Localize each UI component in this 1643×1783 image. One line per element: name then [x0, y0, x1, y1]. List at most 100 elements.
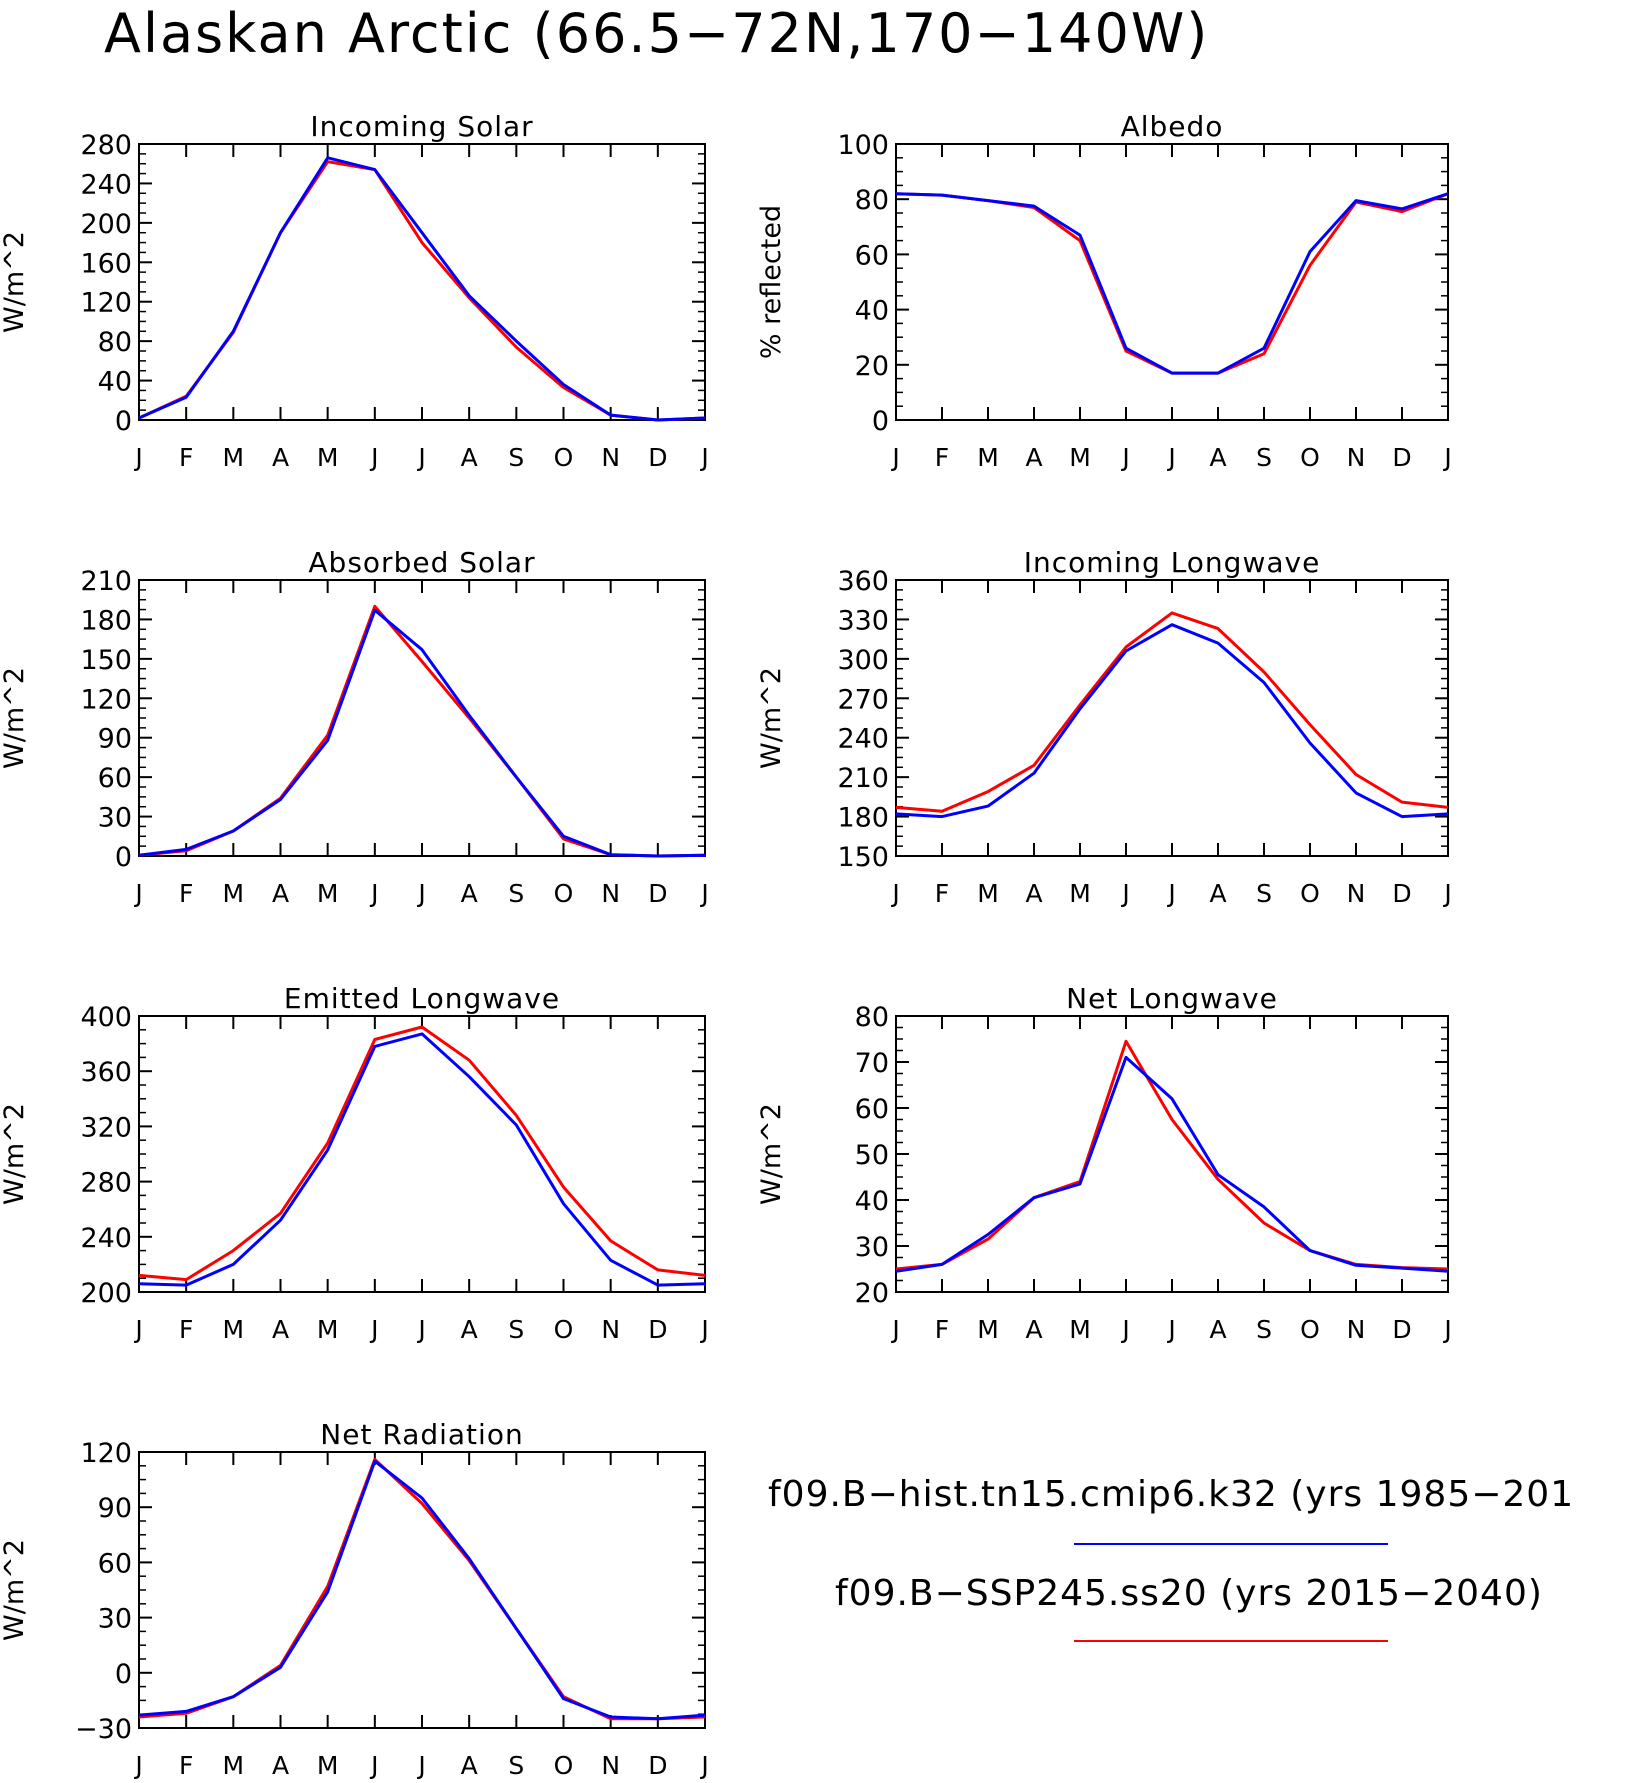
net-radiation-ylabel: W/m^2 — [0, 1539, 30, 1641]
absorbed-solar-xtick-label-sep: S — [508, 879, 524, 908]
albedo-ytick-label-0: 0 — [872, 406, 889, 437]
albedo-xtick-label-jan: J — [890, 443, 899, 472]
absorbed-solar-xtick-label-oct: O — [554, 879, 574, 908]
incoming-longwave-xtick-label-jul: J — [1166, 879, 1175, 908]
incoming-solar-title: Incoming Solar — [310, 110, 533, 143]
net-radiation-ytick-label-0: −30 — [75, 1714, 132, 1745]
albedo-xtick-label-dec: D — [1392, 443, 1411, 472]
incoming-solar-ytick-label-4: 160 — [80, 248, 132, 279]
absorbed-solar-ytick-label-3: 90 — [98, 724, 132, 755]
emitted-longwave-xtick-label-mar: M — [223, 1315, 245, 1344]
absorbed-solar-xtick-label-may: M — [317, 879, 339, 908]
emitted-longwave-ytick-label-4: 360 — [80, 1057, 132, 1088]
net-longwave-series-hist-line — [895, 1055, 1449, 1273]
incoming-solar-ytick-label-5: 200 — [80, 209, 132, 240]
incoming-longwave-ytick-label-5: 300 — [837, 645, 889, 676]
incoming-solar-xtick-label-mar: M — [223, 443, 245, 472]
incoming-longwave-title: Incoming Longwave — [1024, 546, 1321, 579]
incoming-longwave-series-ssp245-line — [895, 611, 1449, 813]
absorbed-solar-ytick-label-5: 150 — [80, 645, 132, 676]
absorbed-solar-ylabel: W/m^2 — [0, 667, 30, 769]
albedo-xtick-label-oct: O — [1300, 443, 1320, 472]
emitted-longwave-series-ssp245-line — [138, 1025, 706, 1282]
net-radiation-ytick-label-4: 90 — [98, 1493, 132, 1524]
net-longwave-ytick-label-2: 40 — [855, 1186, 889, 1217]
net-longwave-frame — [895, 1015, 1449, 1293]
incoming-solar-xtick-label-jan: J — [133, 443, 142, 472]
incoming-longwave-ytick-label-0: 150 — [837, 842, 889, 873]
net-radiation-xtick-label-nov: N — [601, 1751, 620, 1780]
absorbed-solar-ytick-label-1: 30 — [98, 803, 132, 834]
incoming-solar-xtick-label-jun: J — [369, 443, 378, 472]
net-radiation-xtick-label-may: M — [317, 1751, 339, 1780]
albedo-xtick-label-feb: F — [935, 443, 949, 472]
chart-incoming-longwave: J F M A M J J A S O N D J150180210240270300330360Inc… — [756, 546, 1452, 908]
albedo-xtick-label-sep: S — [1256, 443, 1272, 472]
net-longwave-title: Net Longwave — [1066, 982, 1278, 1015]
net-longwave-xtick-label-jun: J — [1120, 1315, 1129, 1344]
legend-label-ssp245: f09.B−SSP245.ss20 (yrs 2015−2040) — [835, 1573, 1543, 1614]
emitted-longwave-xtick-label-apr: A — [272, 1315, 289, 1344]
incoming-solar-ytick-label-2: 80 — [98, 327, 132, 358]
incoming-solar-ytick-label-7: 280 — [80, 130, 132, 161]
net-radiation-xtick-label-jan2: J — [699, 1751, 708, 1780]
albedo-xtick-label-mar: M — [977, 443, 999, 472]
absorbed-solar-ytick-label-7: 210 — [80, 566, 132, 597]
incoming-solar-ytick-label-6: 240 — [80, 169, 132, 200]
incoming-solar-frame — [138, 143, 706, 421]
net-longwave-ytick-label-1: 30 — [855, 1232, 889, 1263]
absorbed-solar-xtick-label-dec: D — [648, 879, 667, 908]
net-radiation-frame — [138, 1451, 706, 1729]
incoming-solar-xtick-label-dec: D — [648, 443, 667, 472]
albedo-ytick-label-5: 100 — [837, 130, 889, 161]
incoming-longwave-ylabel: W/m^2 — [756, 667, 787, 769]
chart-absorbed-solar: J F M A M J J A S O N D J0306090120150180210Absorbed… — [0, 546, 709, 908]
absorbed-solar-xtick-label-jan: J — [133, 879, 142, 908]
incoming-solar-ytick-label-0: 0 — [115, 406, 132, 437]
absorbed-solar-ytick-label-6: 180 — [80, 605, 132, 636]
emitted-longwave-ytick-label-5: 400 — [80, 1002, 132, 1033]
absorbed-solar-xtick-label-mar: M — [223, 879, 245, 908]
incoming-longwave-ytick-label-1: 180 — [837, 803, 889, 834]
albedo-ytick-label-4: 80 — [855, 185, 889, 216]
albedo-xtick-label-may: M — [1069, 443, 1091, 472]
albedo-title: Albedo — [1121, 110, 1224, 143]
net-radiation-title: Net Radiation — [320, 1418, 523, 1451]
incoming-longwave-ytick-label-2: 210 — [837, 763, 889, 794]
absorbed-solar-xtick-label-jul: J — [416, 879, 425, 908]
net-longwave-xtick-label-nov: N — [1347, 1315, 1366, 1344]
net-longwave-xtick-label-mar: M — [977, 1315, 999, 1344]
absorbed-solar-xtick-label-aug: A — [461, 879, 478, 908]
emitted-longwave-ylabel: W/m^2 — [0, 1103, 30, 1205]
net-radiation-xtick-label-dec: D — [648, 1751, 667, 1780]
incoming-longwave-ytick-label-4: 270 — [837, 684, 889, 715]
emitted-longwave-ytick-label-3: 320 — [80, 1112, 132, 1143]
net-longwave-xtick-label-apr: A — [1025, 1315, 1042, 1344]
absorbed-solar-series-ssp245-line — [138, 604, 706, 858]
incoming-solar-xtick-label-nov: N — [601, 443, 620, 472]
incoming-solar-xtick-label-apr: A — [272, 443, 289, 472]
albedo-series-ssp245-line — [895, 192, 1449, 375]
net-radiation-xtick-label-apr: A — [272, 1751, 289, 1780]
incoming-longwave-xtick-label-sep: S — [1256, 879, 1272, 908]
net-longwave-xtick-label-aug: A — [1209, 1315, 1226, 1344]
net-radiation-ytick-label-2: 30 — [98, 1604, 132, 1635]
net-longwave-ytick-label-0: 20 — [855, 1278, 889, 1309]
absorbed-solar-series-hist-line — [138, 608, 706, 858]
incoming-longwave-xtick-label-dec: D — [1392, 879, 1411, 908]
net-radiation-xtick-label-jul: J — [416, 1751, 425, 1780]
absorbed-solar-frame — [138, 579, 706, 857]
net-radiation-ytick-label-1: 0 — [115, 1659, 132, 1690]
emitted-longwave-xtick-label-sep: S — [508, 1315, 524, 1344]
net-longwave-xtick-label-jan2: J — [1442, 1315, 1451, 1344]
absorbed-solar-xtick-label-apr: A — [272, 879, 289, 908]
absorbed-solar-ytick-label-0: 0 — [115, 842, 132, 873]
albedo-xtick-label-jul: J — [1166, 443, 1175, 472]
emitted-longwave-xtick-label-jan: J — [133, 1315, 142, 1344]
incoming-longwave-xtick-label-apr: A — [1025, 879, 1042, 908]
incoming-solar-ytick-label-3: 120 — [80, 288, 132, 319]
